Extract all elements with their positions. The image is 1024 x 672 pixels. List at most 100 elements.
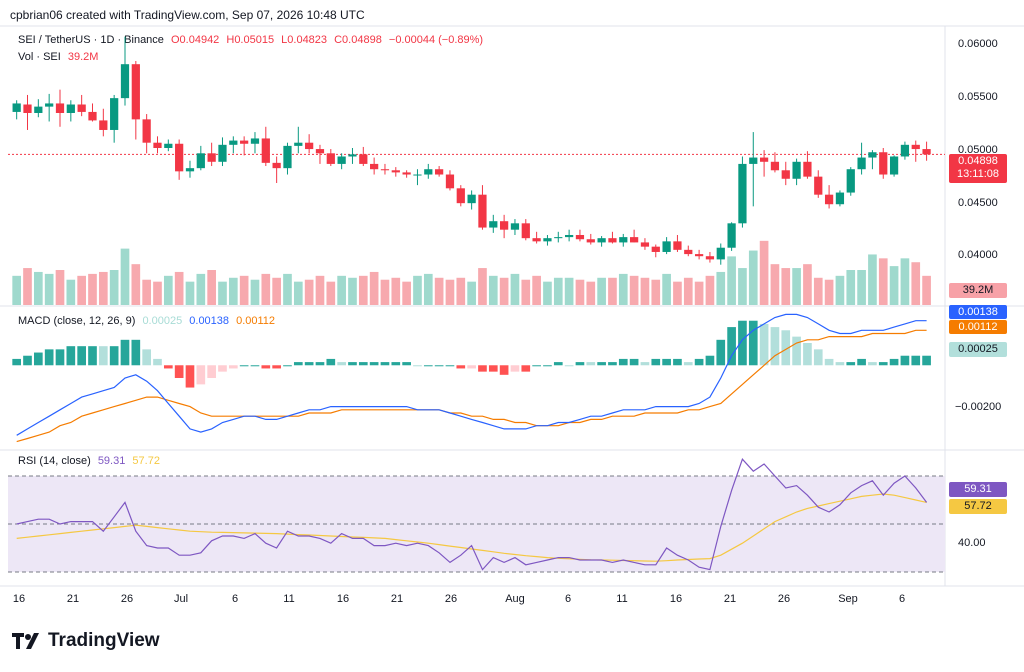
macd-histogram-bar [640, 362, 650, 366]
candle-body [694, 254, 704, 257]
volume-bar [575, 279, 585, 305]
x-axis-tick: Sep [838, 593, 858, 605]
candle-body [380, 169, 390, 171]
macd-histogram-bar [586, 362, 596, 366]
tradingview-logo-text: TradingView [48, 630, 160, 651]
x-axis-tick: 6 [231, 593, 239, 605]
candle-body [575, 234, 585, 240]
symbol-label[interactable]: SEI / TetherUS · 1D · Binance [18, 34, 164, 46]
candle-body [326, 153, 335, 164]
candle-body [315, 149, 325, 154]
macd-histogram-bar [846, 362, 856, 366]
volume-bar [727, 256, 736, 305]
macd-histogram-bar [228, 365, 238, 369]
bar-countdown: 13:11:08 [956, 168, 999, 180]
candle-body [164, 143, 173, 148]
volume-bar [120, 248, 130, 305]
volume-bar [33, 271, 43, 305]
signal-tag: 0.00112 [949, 320, 1007, 334]
macd-histogram-bar [781, 330, 791, 366]
volume-bar [868, 254, 877, 305]
volume-bar [207, 270, 216, 305]
x-axis-tick: 21 [723, 593, 737, 605]
macd-histogram-bar [813, 349, 823, 366]
macd-legend: MACD (close, 12, 26, 9) 0.00025 0.00138 … [18, 315, 279, 327]
volume-bar [88, 273, 97, 305]
macd-label[interactable]: MACD (close, 12, 26, 9) [18, 315, 136, 327]
macd-histogram-bar [337, 362, 346, 366]
candle-body [900, 144, 910, 157]
candle-body [922, 149, 931, 155]
ohlc-low: L0.04823 [281, 34, 328, 46]
macd-histogram-bar [889, 358, 899, 366]
volume-label[interactable]: Vol · SEI [18, 51, 61, 63]
price-axis-tick: 0.04000 [958, 249, 998, 261]
candle-body [651, 246, 660, 252]
volume-bar [131, 264, 141, 305]
volume-bar [618, 273, 628, 305]
candle-body [565, 234, 574, 238]
volume-bar [66, 279, 76, 305]
candle-body [153, 142, 162, 148]
tradingview-logo[interactable]: TradingView [12, 630, 160, 652]
macd-histogram-bar [293, 362, 303, 366]
volume-value: 39.2M [67, 51, 99, 63]
volume-tag: 39.2M [949, 283, 1007, 298]
x-axis-tick: 26 [777, 593, 791, 605]
candle-body [521, 223, 530, 239]
candle-body [879, 152, 888, 175]
candle-body [684, 249, 693, 255]
macd-histogram-bar [543, 365, 552, 367]
candle-body [803, 161, 812, 177]
volume-bar [77, 275, 86, 305]
volume-bar [434, 277, 444, 305]
candle-body [619, 237, 628, 243]
volume-bar [651, 279, 661, 305]
volume-bar [683, 277, 693, 305]
rsi-label[interactable]: RSI (14, close) [18, 455, 91, 467]
volume-bar [922, 275, 931, 305]
candle-body [889, 156, 899, 175]
volume-bar [283, 273, 292, 305]
candle-body [489, 221, 498, 228]
candle-body [88, 111, 97, 121]
macd-histogram-bar [304, 362, 314, 366]
volume-bar [250, 279, 260, 305]
macd-histogram-bar [835, 362, 845, 366]
macd-histogram-bar [824, 358, 834, 366]
candle-body [532, 238, 541, 242]
candle-body [359, 154, 368, 164]
candle-body [240, 140, 249, 144]
macd-histogram-bar [553, 362, 563, 366]
volume-bar [640, 277, 650, 305]
candle-body [218, 144, 227, 162]
price-legend: SEI / TetherUS · 1D · Binance O0.04942 H… [18, 34, 487, 46]
candle-body [467, 194, 476, 204]
x-axis-tick: 21 [66, 593, 80, 605]
candle-body [272, 162, 281, 169]
x-axis-tick: Jul [173, 593, 189, 605]
candle-body [402, 172, 411, 175]
volume-bar [824, 279, 834, 305]
macd-histogram-bar [207, 365, 216, 378]
candle-body [478, 194, 487, 228]
macd-histogram-bar [618, 358, 628, 366]
volume-bar [889, 266, 899, 305]
macd-histogram-bar [423, 365, 433, 367]
volume-bar [499, 277, 509, 305]
macd-histogram-bar [326, 358, 336, 366]
candle-body [640, 242, 650, 247]
macd-histogram-bar [857, 358, 866, 366]
candle-body [749, 157, 758, 164]
macd-histogram-bar [738, 320, 747, 366]
macd-histogram-bar [445, 365, 455, 367]
volume-bar [196, 273, 206, 305]
volume-bar [738, 268, 747, 305]
candle-body [370, 163, 379, 170]
candle-body [846, 169, 855, 193]
macd-histogram-bar [23, 355, 32, 366]
macd-histogram-bar [662, 358, 671, 366]
macd-histogram-bar [33, 352, 43, 366]
x-axis-tick: 21 [390, 593, 404, 605]
